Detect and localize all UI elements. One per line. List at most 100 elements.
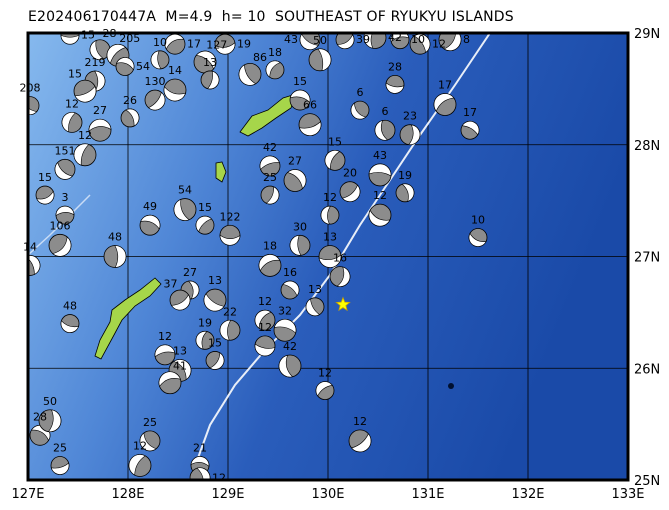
focal-mechanism-beachball[interactable] (289, 89, 311, 111)
focal-mechanism-beachball[interactable] (38, 409, 62, 433)
focal-mechanism-beachball[interactable] (283, 169, 307, 192)
focal-mechanism-beachball[interactable] (200, 70, 220, 90)
depth-label: 17 (187, 38, 201, 51)
depth-label: 19 (198, 316, 212, 329)
depth-label: 13 (208, 274, 222, 287)
focal-mechanism-beachball[interactable] (385, 75, 405, 94)
focal-mechanism-beachball[interactable] (315, 381, 335, 401)
focal-mechanism-beachball[interactable] (374, 119, 396, 141)
focal-mechanism-beachball[interactable] (265, 60, 285, 80)
focal-mechanism-beachball[interactable] (368, 203, 392, 227)
focal-mechanism-beachball[interactable] (433, 93, 457, 116)
focal-mechanism-beachball[interactable] (203, 288, 227, 312)
focal-mechanism-beachball[interactable] (238, 62, 262, 86)
focal-mechanism-beachball[interactable] (73, 79, 97, 103)
depth-label: 26 (123, 94, 137, 107)
focal-mechanism-beachball[interactable] (390, 31, 410, 50)
depth-label: 130 (145, 75, 166, 88)
focal-mechanism-beachball[interactable] (273, 318, 297, 342)
focal-mechanism-beachball[interactable] (298, 113, 322, 137)
focal-mechanism-beachball[interactable] (60, 26, 80, 45)
focal-mechanism-beachball[interactable] (73, 143, 97, 167)
focal-mechanism-beachball[interactable] (144, 89, 166, 111)
focal-mechanism-beachball[interactable] (305, 297, 325, 317)
focal-mechanism-beachball[interactable] (299, 30, 321, 51)
focal-mechanism-beachball[interactable] (368, 163, 392, 187)
focal-mechanism-beachball[interactable] (158, 371, 182, 395)
depth-label: 48 (108, 231, 122, 244)
focal-mechanism-beachball[interactable] (324, 149, 346, 171)
focal-mechanism-beachball[interactable] (348, 429, 372, 453)
focal-mechanism-beachball[interactable] (258, 254, 282, 277)
focal-mechanism-beachball[interactable] (55, 205, 75, 225)
depth-label: 13 (323, 231, 337, 244)
focal-mechanism-beachball[interactable] (468, 228, 488, 247)
focal-mechanism-beachball[interactable] (88, 118, 112, 142)
depth-label: 48 (63, 300, 77, 313)
focal-mechanism-beachball[interactable] (163, 78, 187, 102)
focal-mechanism-beachball[interactable] (35, 185, 55, 205)
focal-mechanism-beachball[interactable] (329, 266, 351, 288)
focal-mechanism-beachball[interactable] (320, 205, 340, 225)
depth-label: 13 (203, 56, 217, 69)
focal-mechanism-beachball[interactable] (438, 29, 462, 52)
focal-mechanism-beachball[interactable] (278, 354, 302, 378)
focal-mechanism-beachball[interactable] (48, 233, 72, 257)
focal-mechanism-beachball[interactable] (460, 120, 480, 140)
focal-mechanism-beachball[interactable] (219, 224, 241, 246)
focal-mechanism-beachball[interactable] (214, 33, 236, 55)
focal-mechanism-beachball[interactable] (20, 255, 41, 276)
depth-label: 19 (398, 169, 412, 182)
focal-mechanism-beachball[interactable] (318, 245, 342, 268)
focal-mechanism-beachball[interactable] (128, 454, 152, 477)
focal-mechanism-beachball[interactable] (254, 309, 276, 331)
focal-mechanism-beachball[interactable] (54, 158, 76, 180)
focal-mechanism-beachball[interactable] (195, 330, 215, 350)
focal-mechanism-beachball[interactable] (308, 48, 332, 72)
focal-mechanism-beachball[interactable] (280, 280, 300, 300)
focal-mechanism-beachball[interactable] (260, 185, 280, 205)
focal-mechanism-beachball[interactable] (150, 50, 170, 70)
focal-mechanism-beachball[interactable] (193, 50, 217, 74)
depth-label: 86 (253, 51, 267, 64)
focal-mechanism-beachball[interactable] (335, 31, 355, 50)
focal-mechanism-beachball[interactable] (339, 181, 361, 203)
depth-label: 50 (313, 34, 327, 47)
depth-label: 10 (153, 36, 167, 49)
focal-mechanism-beachball[interactable] (399, 124, 421, 146)
depth-label: 25 (263, 171, 277, 184)
focal-mechanism-beachball[interactable] (50, 456, 70, 475)
lat-tick-label: 27N (634, 251, 660, 266)
focal-mechanism-beachball[interactable] (205, 351, 225, 370)
focal-mechanism-beachball[interactable] (154, 344, 176, 366)
focal-mechanism-beachball[interactable] (259, 155, 281, 177)
focal-mechanism-beachball[interactable] (21, 96, 40, 116)
focal-mechanism-beachball[interactable] (289, 234, 311, 256)
focal-mechanism-beachball[interactable] (139, 214, 161, 236)
focal-mechanism-beachball[interactable] (254, 335, 276, 357)
focal-mechanism-beachball[interactable] (350, 100, 370, 120)
depth-label: 49 (143, 200, 157, 213)
focal-mechanism-beachball[interactable] (139, 430, 161, 452)
focal-mechanism-beachball[interactable] (195, 215, 215, 235)
depth-label: 12 (78, 129, 92, 142)
depth-label: 28 (103, 27, 117, 40)
focal-mechanism-beachball[interactable] (103, 245, 127, 268)
focal-mechanism-beachball[interactable] (61, 112, 83, 133)
focal-mechanism-beachball[interactable] (115, 57, 135, 76)
focal-mechanism-beachball[interactable] (60, 314, 80, 333)
focal-mechanism-beachball[interactable] (169, 289, 191, 311)
focal-mechanism-beachball[interactable] (189, 467, 211, 488)
depth-label: 43 (373, 149, 387, 162)
depth-label: 27 (93, 104, 107, 117)
focal-mechanism-beachball[interactable] (219, 319, 241, 341)
depth-label: 13 (308, 283, 322, 296)
focal-mechanism-beachball[interactable] (173, 198, 197, 221)
depth-label: 15 (68, 68, 82, 81)
main-event-marker[interactable] (335, 296, 351, 312)
focal-mechanism-beachball[interactable] (363, 26, 387, 49)
focal-mechanism-beachball[interactable] (395, 183, 415, 203)
focal-mechanism-beachball[interactable] (164, 33, 186, 55)
focal-mechanism-beachball[interactable] (120, 108, 140, 128)
depth-label: 10 (471, 214, 485, 227)
